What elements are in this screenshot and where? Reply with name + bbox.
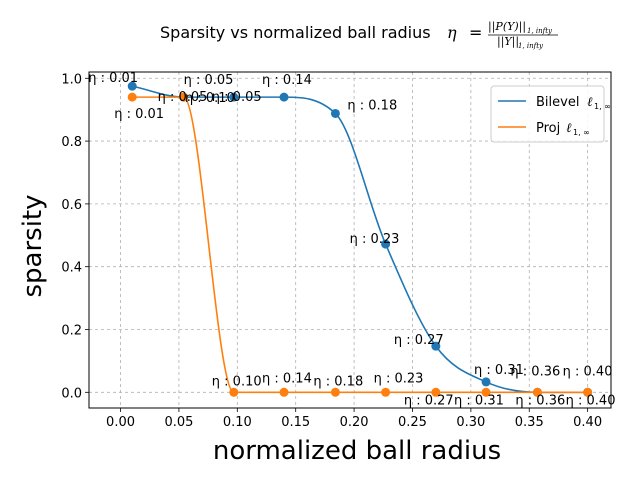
- series-1-point-1: [179, 92, 189, 102]
- legend-ell-proj: ℓ: [566, 121, 572, 136]
- chart-title-denominator: ||Y||: [497, 35, 519, 49]
- x-tick-label-2: 0.10: [223, 415, 252, 430]
- series-0-annotation-6: η : 0.27: [394, 333, 444, 348]
- chart-title-numerator: ||P(Y)||: [488, 20, 526, 34]
- x-tick-label-8: 0.40: [573, 415, 602, 430]
- legend-sub-bilevel: 1, ∞: [594, 102, 611, 111]
- series-0-annotation-1: η : 0.05: [184, 73, 234, 88]
- x-tick-label-5: 0.25: [398, 415, 427, 430]
- series-0-point-2: [229, 92, 239, 102]
- series-1-annotation-0: η : 0.01: [114, 107, 164, 122]
- legend: Bilevel ℓ 1, ∞ Proj ℓ 1, ∞: [490, 85, 611, 143]
- series-1-annotation-3: η : 0.14: [262, 371, 312, 386]
- series-1-point-3: [279, 387, 289, 397]
- series-0-point-5: [381, 239, 391, 249]
- y-tick-label-3: 0.6: [61, 198, 82, 213]
- series-0-point-7: [481, 377, 491, 387]
- series-1-point-2: [229, 387, 239, 397]
- series-0-annotation-2: η : 0.05: [212, 90, 262, 105]
- x-tick-label-6: 0.30: [456, 415, 485, 430]
- series-1-point-6: [431, 387, 441, 397]
- series-0-annotation-8: η : 0.36: [510, 364, 560, 379]
- chart-title-denominator-sub: 1, infty: [518, 42, 544, 50]
- series-1-annotation-5: η : 0.23: [374, 371, 424, 386]
- plot-frame: [88, 71, 612, 409]
- x-tick-label-7: 0.35: [515, 415, 544, 430]
- extra-annotation: η : 0.10: [185, 91, 235, 106]
- chart-title-numerator-sub: 1, infty: [527, 27, 553, 35]
- grid-layer: [89, 72, 611, 408]
- series-1-point-7: [481, 387, 491, 397]
- series-0-annotation-4: η : 0.18: [347, 98, 397, 113]
- series-1-annotation-8: η : 0.36: [515, 393, 565, 408]
- y-tick-label-0: 0.0: [61, 386, 82, 401]
- series-0-annotation-9: η : 0.40: [563, 364, 613, 379]
- annotation-layer: η : 0.01 η : 0.05η : 0.05η : 0.14η : 0.18…: [88, 71, 615, 408]
- y-tick-label-5: 1.0: [61, 72, 82, 87]
- series-1-point-5: [381, 387, 391, 397]
- series-1-annotation-7: η : 0.31: [454, 393, 504, 408]
- series-0-annotation-5: η : 0.23: [350, 232, 400, 247]
- y-tick-label-4: 0.8: [61, 135, 82, 150]
- series-1-annotation-9: η : 0.40: [566, 393, 616, 408]
- x-tick-label-0: 0.00: [106, 415, 135, 430]
- x-tick-label-4: 0.20: [340, 415, 369, 430]
- x-tick-label-1: 0.05: [164, 415, 193, 430]
- series-1-annotation-2: η : 0.10: [212, 374, 262, 389]
- series-1-annotation-1: η : 0.05: [158, 90, 208, 105]
- x-tick-label-3: 0.15: [281, 415, 310, 430]
- series-0-annotation-7: η : 0.31: [474, 363, 524, 378]
- series-0-annotation-0: η : 0.01: [88, 71, 138, 86]
- series-1-point-4: [330, 387, 340, 397]
- chart-title: Sparsity vs normalized ball radius: [160, 23, 431, 42]
- series-layer: [127, 81, 593, 397]
- series-0-point-6: [431, 341, 441, 351]
- series-1-point-0: [127, 92, 137, 102]
- legend-label-bilevel: Bilevel: [536, 95, 579, 110]
- y-tick-label-1: 0.2: [61, 323, 82, 338]
- legend-sub-proj: 1, ∞: [573, 128, 590, 137]
- y-axis-label: sparsity: [18, 194, 48, 297]
- y-tick-label-2: 0.4: [61, 261, 82, 276]
- series-1-point-8: [532, 387, 542, 397]
- chart-title-equals: =: [469, 23, 482, 42]
- series-line-0: [132, 85, 588, 394]
- series-1-annotation-4: η : 0.18: [313, 374, 363, 389]
- series-0-point-0: [127, 81, 137, 91]
- series-1-point-9: [583, 387, 593, 397]
- legend-ell-bilevel: ℓ: [587, 95, 593, 110]
- series-0-point-3: [279, 92, 289, 102]
- series-1-annotation-6: η : 0.27: [404, 393, 454, 408]
- tick-layer: 0.00 0.05 0.10 0.15 0.20 0.25 0.30 0.35 0.40 0.0 0…: [61, 72, 602, 430]
- x-axis-label: normalized ball radius: [213, 436, 501, 466]
- series-0-annotation-3: η : 0.14: [262, 73, 312, 88]
- chart-title-eta: η: [447, 23, 457, 42]
- series-0-point-4: [330, 108, 340, 118]
- legend-label-proj: Proj: [536, 121, 560, 136]
- legend-box: [490, 85, 605, 143]
